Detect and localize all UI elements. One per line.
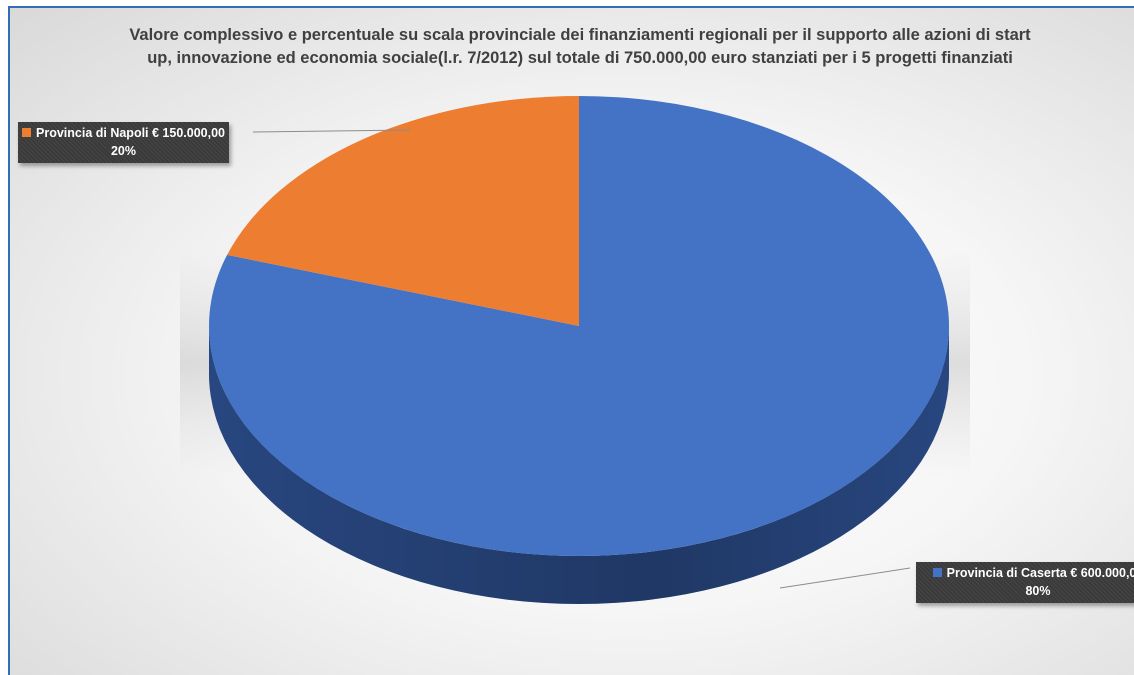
chart-title-line-2: up, innovazione ed economia sociale(l.r.… <box>147 49 1013 67</box>
napoli-legend-marker <box>22 128 31 137</box>
napoli-label-text: Provincia di Napoli € 150.000,00 <box>36 126 225 140</box>
caserta-legend-marker <box>932 568 942 577</box>
caserta-percent: 80% <box>1025 584 1051 598</box>
pie-sides <box>209 326 949 604</box>
data-label-napoli: Provincia di Napoli € 150.000,00 20% <box>18 122 229 163</box>
pie-chart <box>180 96 970 604</box>
pie-side-shade-0 <box>209 326 949 604</box>
data-label-caserta: Provincia di Caserta € 600.000,00 80% <box>916 562 1134 603</box>
chart-title: Valore complessivo e percentuale su scal… <box>50 24 1110 70</box>
leader-line-caserta <box>779 567 911 589</box>
caserta-label-text: Provincia di Caserta € 600.000,00 <box>946 566 1134 580</box>
pie-slice-0 <box>209 96 950 556</box>
chart-area: Valore complessivo e percentuale su scal… <box>8 6 1134 675</box>
napoli-percent: 20% <box>110 144 136 158</box>
pie-slice-1 <box>227 96 580 326</box>
chart-title-line-1: Valore complessivo e percentuale su scal… <box>129 26 1031 44</box>
leader-line-napoli <box>252 129 411 133</box>
pie-tops <box>209 96 950 556</box>
leader-lines <box>252 129 911 589</box>
